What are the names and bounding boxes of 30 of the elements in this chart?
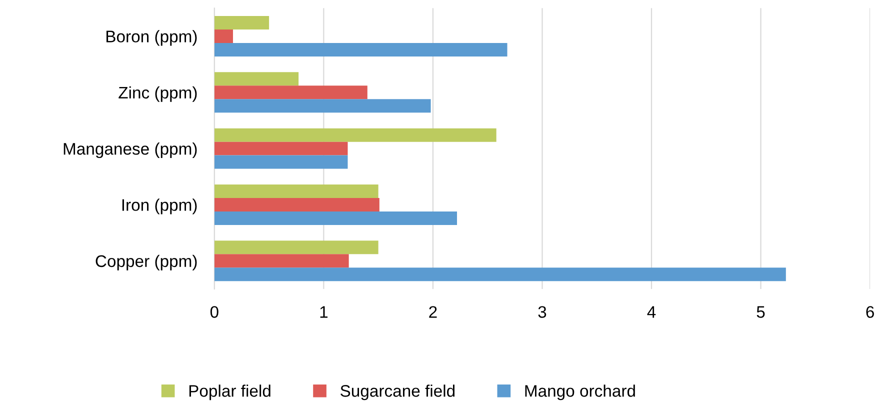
x-tick-label: 0 <box>210 306 218 318</box>
y-tick-label: Boron (ppm) <box>106 30 197 46</box>
x-tick-label: 1 <box>320 306 328 318</box>
x-tick-label: 6 <box>866 306 874 318</box>
bar <box>214 240 378 254</box>
legend-label: Poplar field <box>189 384 270 400</box>
bar <box>214 72 299 86</box>
y-tick-label: Zinc (ppm) <box>118 86 197 102</box>
legend-label: Sugarcane field <box>340 384 455 400</box>
bar <box>214 198 380 212</box>
x-tick-label: 3 <box>538 306 546 318</box>
bar <box>214 254 349 268</box>
x-tick-label: 4 <box>647 306 656 318</box>
bar <box>214 29 233 43</box>
bar <box>214 128 496 142</box>
y-tick-label: Copper (ppm) <box>96 254 197 270</box>
bar <box>214 184 378 198</box>
bar <box>214 16 270 30</box>
bar <box>214 142 348 156</box>
bar <box>214 268 786 282</box>
bar <box>214 99 431 113</box>
legend-label: Mango orchard <box>525 384 635 400</box>
bar <box>214 155 348 169</box>
x-tick-label: 2 <box>429 306 437 318</box>
bar <box>214 42 508 56</box>
y-tick-label: Iron (ppm) <box>122 198 197 214</box>
bar <box>214 211 457 225</box>
bar <box>214 86 368 100</box>
x-tick-label: 5 <box>756 306 765 318</box>
y-tick-label: Manganese (ppm) <box>64 142 197 158</box>
